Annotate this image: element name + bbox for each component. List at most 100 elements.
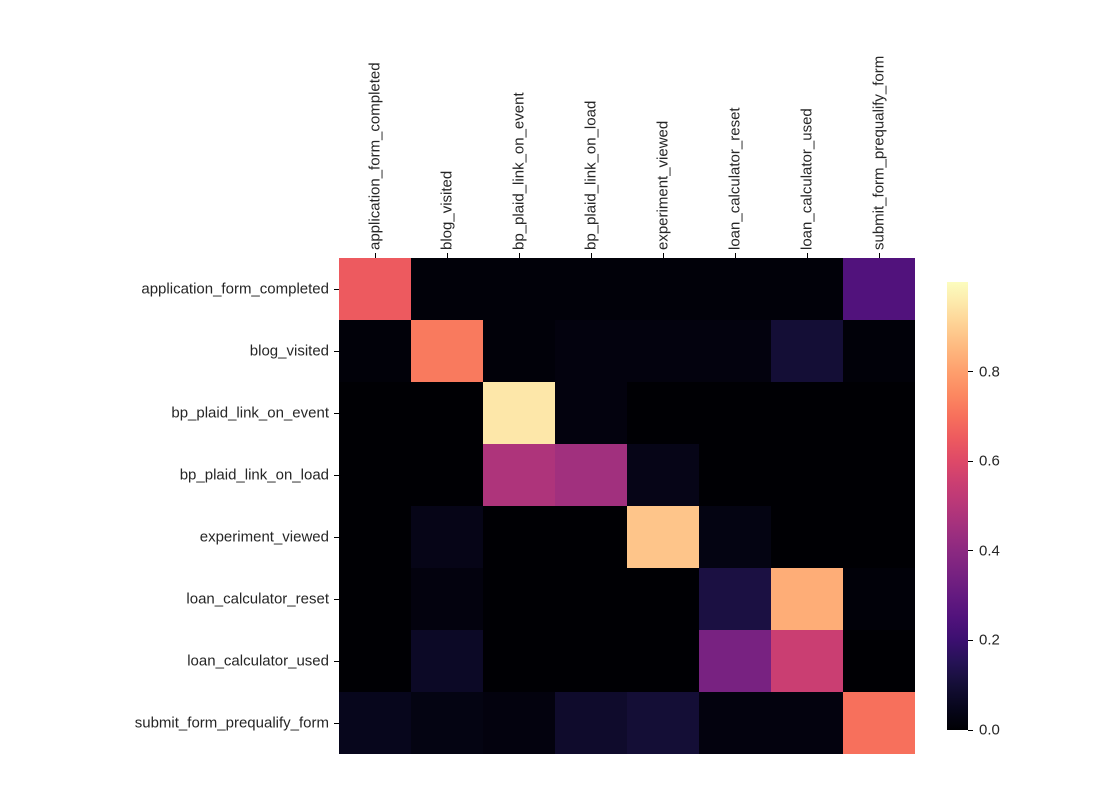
- heatmap-cell: [483, 630, 555, 692]
- x-axis-tick: [879, 253, 880, 258]
- heatmap-cell: [339, 568, 411, 630]
- heatmap-cell: [339, 506, 411, 568]
- heatmap-cell: [411, 506, 483, 568]
- heatmap-cell: [555, 630, 627, 692]
- colorbar-tick: [968, 550, 973, 551]
- heatmap-cell: [483, 444, 555, 506]
- y-axis-label: blog_visited: [250, 343, 329, 360]
- heatmap-cell: [483, 382, 555, 444]
- heatmap-cell: [555, 506, 627, 568]
- colorbar-tick-label: 0.6: [979, 453, 1000, 470]
- y-axis-tick: [334, 661, 339, 662]
- heatmap-cell: [771, 382, 843, 444]
- heatmap-cell: [555, 444, 627, 506]
- heatmap-cell: [699, 382, 771, 444]
- x-axis-label: blog_visited: [439, 171, 456, 250]
- heatmap-cell: [627, 258, 699, 320]
- heatmap-cell: [411, 258, 483, 320]
- x-axis-tick: [591, 253, 592, 258]
- y-axis-tick: [334, 351, 339, 352]
- heatmap-cell: [843, 382, 915, 444]
- y-axis-label: loan_calculator_used: [187, 653, 329, 670]
- heatmap-cell: [627, 444, 699, 506]
- heatmap-cell: [555, 258, 627, 320]
- heatmap-cell: [627, 382, 699, 444]
- heatmap-cell: [627, 630, 699, 692]
- heatmap-cell: [771, 692, 843, 754]
- y-axis-tick: [334, 537, 339, 538]
- heatmap-cell: [771, 320, 843, 382]
- heatmap-cell: [339, 382, 411, 444]
- heatmap-cell: [699, 320, 771, 382]
- x-axis-labels: application_form_completed blog_visited bp…: [339, 0, 915, 250]
- heatmap-cell: [699, 630, 771, 692]
- x-axis-label: submit_form_prequalify_form: [871, 56, 888, 250]
- heatmap-cell: [483, 506, 555, 568]
- heatmap-cell: [699, 568, 771, 630]
- heatmap-cell: [555, 692, 627, 754]
- heatmap-cell: [843, 692, 915, 754]
- heatmap-cell: [771, 258, 843, 320]
- heatmap-cell: [771, 506, 843, 568]
- heatmap-cell: [843, 506, 915, 568]
- x-axis-label: experiment_viewed: [655, 121, 672, 250]
- x-axis-label: application_form_completed: [367, 62, 384, 250]
- heatmap-grid: [339, 258, 915, 754]
- heatmap-cell: [627, 568, 699, 630]
- heatmap-cell: [483, 320, 555, 382]
- heatmap-cell: [627, 692, 699, 754]
- heatmap-cell: [339, 258, 411, 320]
- heatmap-cell: [771, 568, 843, 630]
- heatmap-cell: [411, 444, 483, 506]
- heatmap-cell: [339, 692, 411, 754]
- colorbar-gradient: [947, 282, 968, 730]
- x-axis-tick: [735, 253, 736, 258]
- y-axis-tick: [334, 475, 339, 476]
- y-axis-tick: [334, 599, 339, 600]
- heatmap-cell: [843, 630, 915, 692]
- x-axis-label: loan_calculator_used: [799, 108, 816, 250]
- heatmap-cell: [483, 692, 555, 754]
- x-axis-label: bp_plaid_link_on_event: [511, 92, 528, 250]
- heatmap-cell: [483, 568, 555, 630]
- colorbar-tick: [968, 371, 973, 372]
- colorbar-tick: [968, 461, 973, 462]
- heatmap-cell: [483, 258, 555, 320]
- x-axis-tick: [519, 253, 520, 258]
- y-axis-label: experiment_viewed: [200, 529, 329, 546]
- x-axis-tick: [447, 253, 448, 258]
- heatmap-cell: [339, 320, 411, 382]
- colorbar-tick: [968, 730, 973, 731]
- x-axis-tick: [807, 253, 808, 258]
- colorbar-tick-label: 0.2: [979, 632, 1000, 649]
- y-axis-label: bp_plaid_link_on_load: [180, 467, 329, 484]
- heatmap-cell: [339, 630, 411, 692]
- x-axis-label: bp_plaid_link_on_load: [583, 101, 600, 250]
- heatmap-cell: [411, 692, 483, 754]
- y-axis-label: submit_form_prequalify_form: [135, 715, 329, 732]
- x-axis-label: loan_calculator_reset: [727, 107, 744, 250]
- y-axis-label: application_form_completed: [141, 281, 329, 298]
- heatmap-cell: [699, 692, 771, 754]
- heatmap-cell: [843, 258, 915, 320]
- colorbar: [947, 282, 968, 730]
- colorbar-tick-label: 0.8: [979, 363, 1000, 380]
- heatmap-cell: [699, 258, 771, 320]
- heatmap-cell: [411, 320, 483, 382]
- heatmap-cell: [411, 568, 483, 630]
- x-axis-tick: [663, 253, 664, 258]
- heatmap-cell: [555, 568, 627, 630]
- heatmap-cell: [771, 630, 843, 692]
- heatmap-cell: [555, 382, 627, 444]
- heatmap-cell: [339, 444, 411, 506]
- colorbar-tick-label: 0.4: [979, 542, 1000, 559]
- heatmap-cell: [843, 444, 915, 506]
- colorbar-tick-label: 0.0: [979, 722, 1000, 739]
- y-axis-label: bp_plaid_link_on_event: [171, 405, 329, 422]
- heatmap-cell: [699, 506, 771, 568]
- y-axis-tick: [334, 289, 339, 290]
- y-axis-label: loan_calculator_reset: [186, 591, 329, 608]
- heatmap-cell: [411, 382, 483, 444]
- colorbar-tick: [968, 640, 973, 641]
- y-axis-tick: [334, 413, 339, 414]
